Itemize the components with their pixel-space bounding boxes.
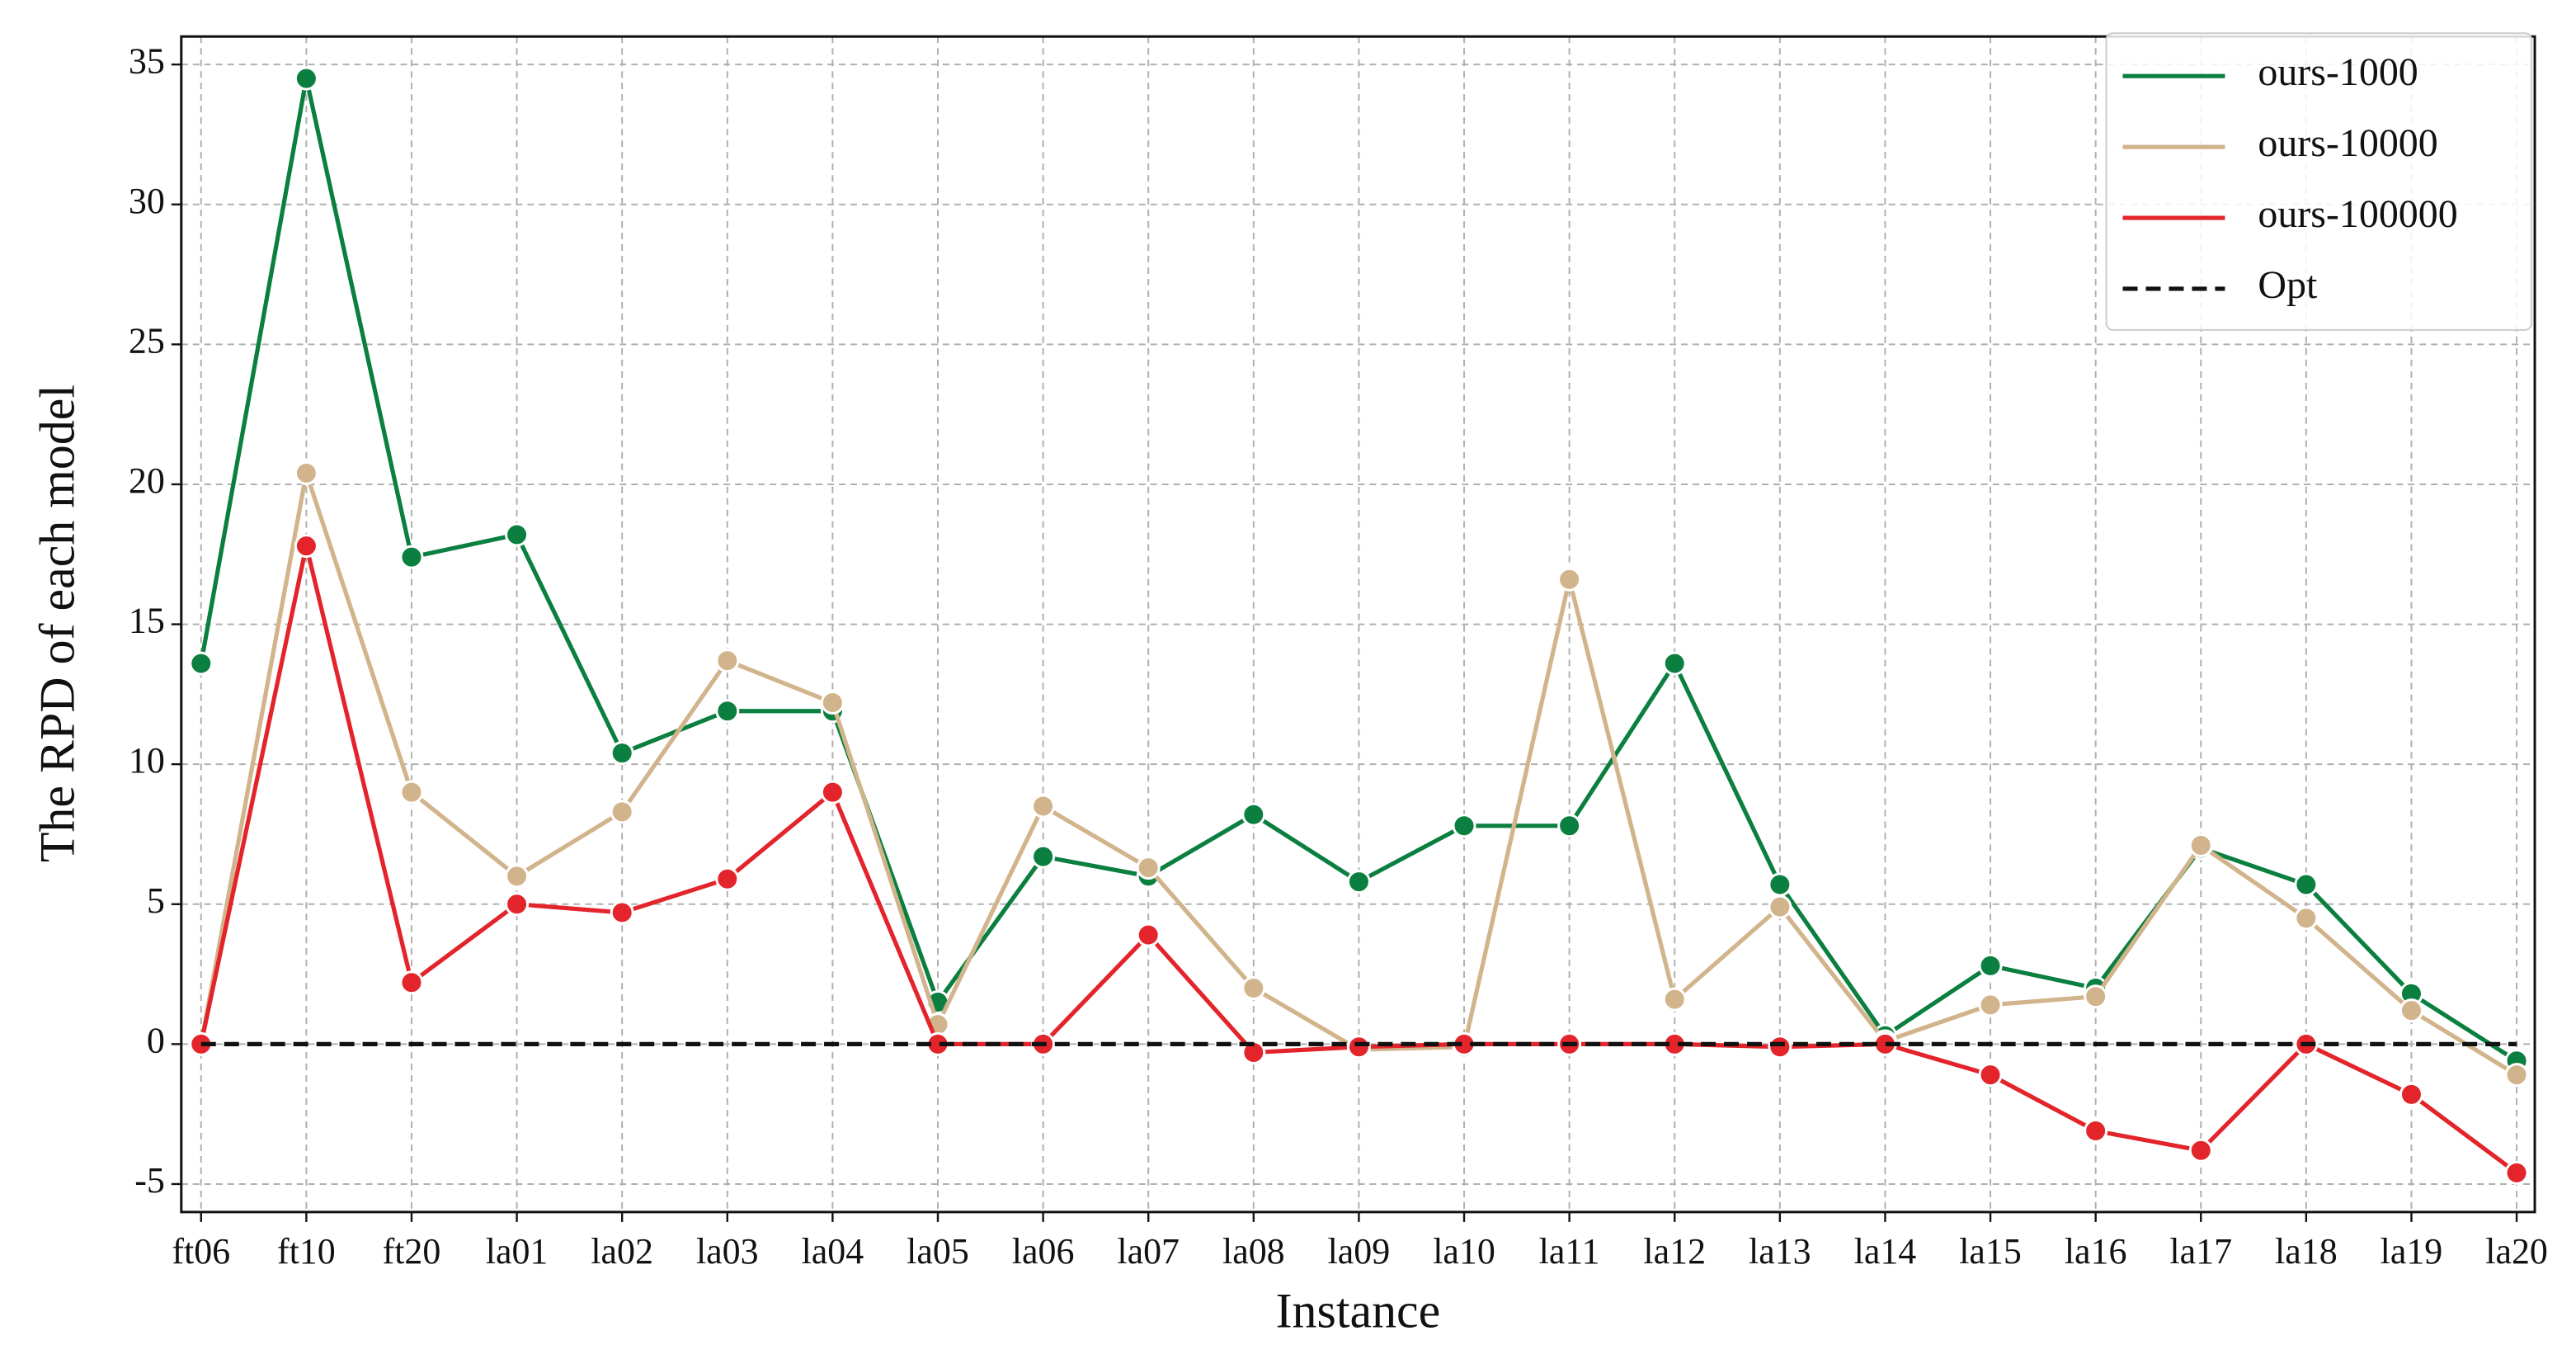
point xyxy=(2188,1138,2213,1163)
point xyxy=(189,651,214,676)
x-tick-label: la05 xyxy=(907,1231,969,1272)
y-tick-label: 20 xyxy=(129,460,165,501)
point xyxy=(399,970,424,995)
legend: ours-1000 ours-10000 ours-100000 Opt xyxy=(2105,32,2533,331)
x-tick-label: la15 xyxy=(1959,1231,2022,1272)
x-tick-label: la16 xyxy=(2065,1231,2127,1272)
x-axis-title: Instance xyxy=(1276,1284,1441,1338)
point xyxy=(610,741,634,766)
y-tick-label: -5 xyxy=(134,1160,165,1201)
y-tick-label: 0 xyxy=(147,1020,165,1060)
point xyxy=(1557,567,1582,592)
x-tick-label: la11 xyxy=(1539,1231,1600,1272)
point xyxy=(2084,984,2108,1009)
point xyxy=(505,892,530,917)
point xyxy=(1768,894,1792,919)
point xyxy=(2504,1063,2529,1088)
point xyxy=(294,460,318,485)
point xyxy=(1452,814,1476,838)
point xyxy=(1557,814,1582,838)
point xyxy=(505,864,530,889)
x-tick-label: la12 xyxy=(1643,1231,1706,1272)
point xyxy=(2504,1160,2529,1185)
point xyxy=(399,780,424,805)
point xyxy=(1136,856,1161,880)
point xyxy=(610,900,634,925)
point xyxy=(1346,870,1371,894)
point xyxy=(715,699,740,724)
y-tick-label: 25 xyxy=(129,320,165,361)
point xyxy=(2399,1082,2423,1107)
point xyxy=(1978,953,2003,978)
x-tick-label: la07 xyxy=(1117,1231,1180,1272)
point xyxy=(2188,833,2213,858)
point xyxy=(715,866,740,891)
x-tick-label: la13 xyxy=(1749,1231,1811,1272)
point xyxy=(1978,1063,2003,1088)
point xyxy=(1241,1040,1266,1065)
point xyxy=(1031,844,1056,869)
legend-label: ours-10000 xyxy=(2258,121,2437,165)
x-tick-label: la09 xyxy=(1328,1231,1391,1272)
x-tick-label: la20 xyxy=(2485,1231,2548,1272)
x-tick-label: la14 xyxy=(1854,1231,1917,1272)
point xyxy=(1346,1035,1371,1059)
legend-label: ours-1000 xyxy=(2258,50,2418,94)
point xyxy=(2399,998,2423,1023)
x-tick-label: la08 xyxy=(1222,1231,1285,1272)
point xyxy=(294,534,318,559)
x-tick-label: ft20 xyxy=(383,1231,441,1272)
point xyxy=(1241,976,1266,1001)
point xyxy=(820,780,845,805)
x-tick-label: la18 xyxy=(2275,1231,2338,1272)
point xyxy=(1662,651,1687,676)
x-tick-label: la01 xyxy=(486,1231,549,1272)
point xyxy=(399,545,424,569)
point xyxy=(2084,1119,2108,1143)
y-tick-label: 10 xyxy=(129,740,165,781)
point xyxy=(505,522,530,547)
x-tick-label: ft06 xyxy=(172,1231,230,1272)
x-tick-label: ft10 xyxy=(277,1231,336,1272)
point xyxy=(2294,906,2319,931)
x-tick-label: la10 xyxy=(1433,1231,1495,1272)
x-tick-label: la04 xyxy=(802,1231,864,1272)
point xyxy=(1662,987,1687,1012)
y-tick-label: 35 xyxy=(129,40,165,81)
point xyxy=(1241,802,1266,827)
plot-frame xyxy=(180,35,2536,1214)
x-tick-label: la17 xyxy=(2169,1231,2232,1272)
x-tick-label: la02 xyxy=(591,1231,653,1272)
point xyxy=(820,691,845,715)
point xyxy=(610,800,634,824)
point xyxy=(1768,872,1792,897)
y-tick-label: 15 xyxy=(129,601,165,641)
point xyxy=(1136,923,1161,947)
legend-label: ours-100000 xyxy=(2258,192,2457,236)
point xyxy=(715,649,740,673)
point xyxy=(1031,794,1056,819)
point xyxy=(1768,1035,1792,1059)
y-axis-title: The RPD of each model xyxy=(31,385,85,862)
point xyxy=(2294,872,2319,897)
x-tick-label: la06 xyxy=(1012,1231,1075,1272)
point xyxy=(294,66,318,91)
legend-box xyxy=(2105,32,2533,331)
x-tick-label: la19 xyxy=(2381,1231,2443,1272)
y-tick-label: 30 xyxy=(129,181,165,221)
point xyxy=(1978,993,2003,1017)
x-tick-label: la03 xyxy=(696,1231,759,1272)
y-tick-label: 5 xyxy=(147,880,165,921)
legend-label: Opt xyxy=(2258,263,2318,307)
